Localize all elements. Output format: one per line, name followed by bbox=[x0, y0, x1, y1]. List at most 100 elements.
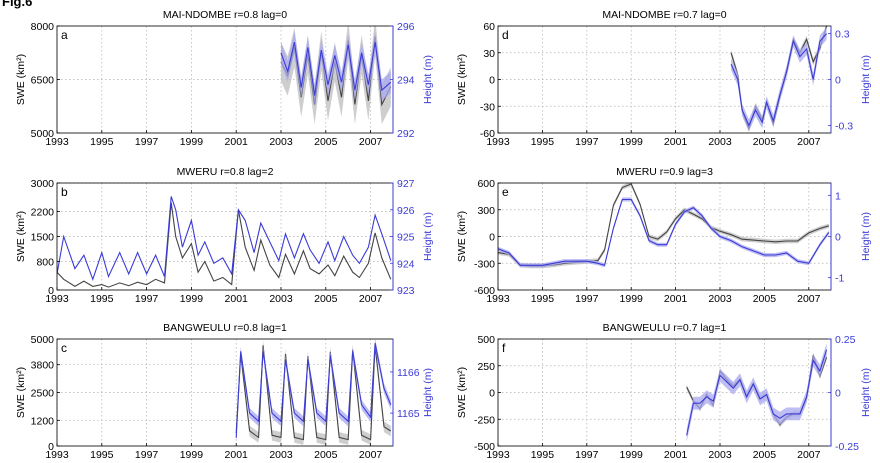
panel-letter: d bbox=[502, 28, 509, 42]
y2-tick-label: 0.3 bbox=[835, 29, 850, 41]
height-series-line bbox=[730, 33, 828, 127]
y2-axis-label: Height (m) bbox=[422, 368, 434, 417]
y2-tick-label: 1 bbox=[835, 190, 841, 202]
figure-label: Fig.6 bbox=[2, 0, 33, 9]
x-tick-label: 2001 bbox=[664, 293, 688, 305]
plot-area bbox=[730, 26, 828, 133]
y2-axis-label: Height (m) bbox=[860, 55, 872, 104]
x-tick-label: 1993 bbox=[45, 293, 69, 305]
x-tick-label: 1993 bbox=[45, 136, 69, 148]
swe-series-line bbox=[57, 202, 392, 288]
y2-tick-label: 923 bbox=[397, 285, 415, 297]
x-tick-label: 1997 bbox=[575, 293, 599, 305]
y2-tick-label: -1 bbox=[835, 273, 844, 285]
y-axis-label: SWE (km²) bbox=[15, 211, 27, 262]
y-axis-label: SWE (km²) bbox=[456, 54, 468, 105]
chart-title: MAI-NDOMBE r=0.8 lag=0 bbox=[163, 9, 287, 21]
chart-title: BANGWEULU r=0.8 lag=1 bbox=[163, 322, 287, 334]
x-tick-label: 1993 bbox=[486, 136, 510, 148]
plot-area bbox=[498, 183, 830, 269]
y-tick-label: -500 bbox=[474, 441, 495, 453]
y2-tick-label: 292 bbox=[397, 128, 415, 140]
x-tick-label: 2005 bbox=[314, 136, 338, 148]
y-tick-label: 0 bbox=[48, 441, 54, 453]
x-tick-label: 1997 bbox=[135, 293, 159, 305]
y-tick-label: -300 bbox=[474, 258, 495, 270]
y-tick-label: 800 bbox=[36, 256, 54, 268]
y2-tick-label: 0 bbox=[835, 75, 841, 87]
x-tick-label: 1993 bbox=[486, 449, 510, 461]
height-series-line bbox=[235, 342, 392, 438]
chart-panel-c: 1993 1995 1997 1999 2001 2003 2005 2007 0 1200 250… bbox=[15, 322, 434, 461]
x-tick-label: 2001 bbox=[225, 449, 249, 461]
x-tick-label: 2005 bbox=[753, 136, 777, 148]
panel-letter: c bbox=[61, 341, 67, 355]
y-axis-label: SWE (km²) bbox=[15, 367, 27, 418]
x-tick-label: 1999 bbox=[620, 136, 644, 148]
x-tick-label: 1995 bbox=[531, 293, 555, 305]
chart-panel-d: 1993 1995 1997 1999 2001 2003 2005 2007 -60 -30 0 3… bbox=[456, 9, 872, 148]
plot-area bbox=[686, 343, 828, 442]
y2-tick-label: -0.25 bbox=[835, 441, 859, 453]
x-tick-label: 2007 bbox=[359, 136, 383, 148]
x-tick-label: 2007 bbox=[359, 293, 383, 305]
y2-tick-label: 294 bbox=[397, 75, 415, 87]
x-tick-label: 2007 bbox=[359, 449, 383, 461]
x-tick-label: 1997 bbox=[575, 136, 599, 148]
y-tick-label: 60 bbox=[483, 21, 495, 33]
x-tick-label: 2001 bbox=[225, 293, 249, 305]
x-tick-label: 1995 bbox=[531, 449, 555, 461]
plot-frame bbox=[497, 182, 832, 291]
y-tick-label: 5000 bbox=[31, 334, 55, 346]
y-tick-label: 3800 bbox=[31, 360, 55, 372]
y-tick-label: 0 bbox=[489, 388, 495, 400]
y-tick-label: 600 bbox=[477, 178, 495, 190]
height-uncertainty-band bbox=[498, 197, 829, 268]
y-tick-label: 500 bbox=[477, 334, 495, 346]
height-series-line bbox=[57, 196, 392, 281]
x-tick-label: 2003 bbox=[269, 449, 293, 461]
y-tick-label: 0 bbox=[489, 232, 495, 244]
plot-area bbox=[57, 196, 392, 288]
y-axis-label: SWE (km²) bbox=[456, 367, 468, 418]
plot-frame bbox=[497, 338, 832, 447]
y-tick-label: 0 bbox=[48, 285, 54, 297]
chart-title: MWERU r=0.9 lag=3 bbox=[616, 166, 713, 178]
x-tick-label: 1999 bbox=[180, 293, 204, 305]
y2-tick-label: 926 bbox=[397, 205, 415, 217]
y2-tick-label: 924 bbox=[397, 258, 415, 270]
y2-axis-label: Height (m) bbox=[422, 55, 434, 104]
plot-frame bbox=[497, 25, 832, 134]
x-tick-label: 2003 bbox=[269, 136, 293, 148]
y-axis-label: SWE (km²) bbox=[456, 211, 468, 262]
x-tick-label: 1997 bbox=[575, 449, 599, 461]
x-tick-label: 2001 bbox=[664, 136, 688, 148]
y-tick-label: 2200 bbox=[31, 207, 55, 219]
x-tick-label: 2005 bbox=[753, 293, 777, 305]
y2-tick-label: 927 bbox=[397, 178, 415, 190]
x-tick-label: 2003 bbox=[269, 293, 293, 305]
chart-title: MWERU r=0.8 lag=2 bbox=[177, 166, 274, 178]
y-tick-label: -30 bbox=[480, 101, 495, 113]
height-series-line bbox=[280, 41, 392, 96]
x-tick-label: 1997 bbox=[135, 136, 159, 148]
y-tick-label: 3000 bbox=[31, 178, 55, 190]
y-tick-label: 6500 bbox=[31, 75, 55, 87]
x-tick-label: 2005 bbox=[753, 449, 777, 461]
chart-title: MAI-NDOMBE r=0.7 lag=0 bbox=[602, 9, 726, 21]
panel-letter: b bbox=[61, 185, 68, 199]
y-tick-label: 1500 bbox=[31, 232, 55, 244]
x-tick-label: 1993 bbox=[45, 449, 69, 461]
y-axis-label: SWE (km²) bbox=[15, 54, 27, 105]
x-tick-label: 2001 bbox=[664, 449, 688, 461]
plot-area bbox=[235, 339, 392, 445]
x-tick-label: 1995 bbox=[90, 136, 114, 148]
panel-letter: a bbox=[61, 28, 68, 42]
chart-panel-e: 1993 1995 1997 1999 2001 2003 2005 2007 -600 -300… bbox=[456, 166, 872, 305]
y2-tick-label: 0.25 bbox=[835, 334, 856, 346]
y2-tick-label: 1166 bbox=[397, 367, 420, 379]
x-tick-label: 2003 bbox=[708, 136, 732, 148]
y-tick-label: 0 bbox=[489, 75, 495, 87]
y2-tick-label: 0 bbox=[835, 388, 841, 400]
